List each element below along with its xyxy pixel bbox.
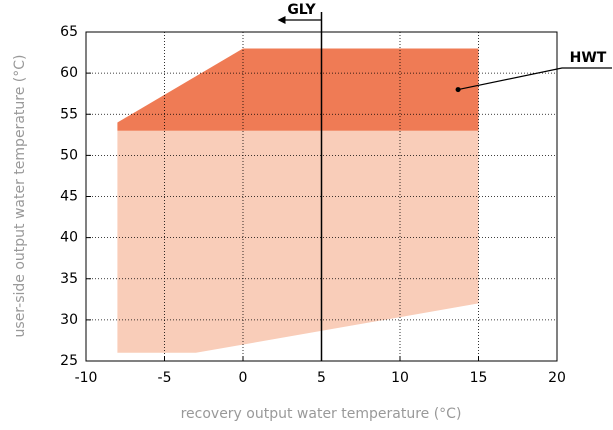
envelope-area <box>117 130 479 353</box>
y-tick-label: 65 <box>60 24 78 40</box>
x-tick-label: 10 <box>391 370 409 386</box>
y-tick-label: 25 <box>60 353 78 369</box>
y-tick-label: 55 <box>60 106 78 122</box>
x-tick-label: 15 <box>470 370 488 386</box>
y-tick-label: 40 <box>60 230 78 246</box>
x-axis-label: recovery output water temperature (°C) <box>181 406 462 422</box>
y-tick-label: 60 <box>60 65 78 81</box>
envelope-area <box>117 48 479 131</box>
y-tick-label: 50 <box>60 147 78 163</box>
hwt-label: HWT <box>570 50 607 66</box>
y-axis-label: user-side output water temperature (°C) <box>12 55 28 338</box>
gly-label: GLY <box>287 2 316 18</box>
x-tick-label: 5 <box>317 370 326 386</box>
gly-arrowhead <box>277 16 286 24</box>
y-tick-label: 45 <box>60 189 78 205</box>
x-tick-label: -5 <box>158 370 172 386</box>
y-tick-label: 30 <box>60 312 78 328</box>
x-tick-label: 20 <box>548 370 566 386</box>
y-tick-label: 35 <box>60 271 78 287</box>
x-tick-label: -10 <box>75 370 98 386</box>
x-tick-label: 0 <box>239 370 248 386</box>
hwt-leader <box>457 67 612 91</box>
